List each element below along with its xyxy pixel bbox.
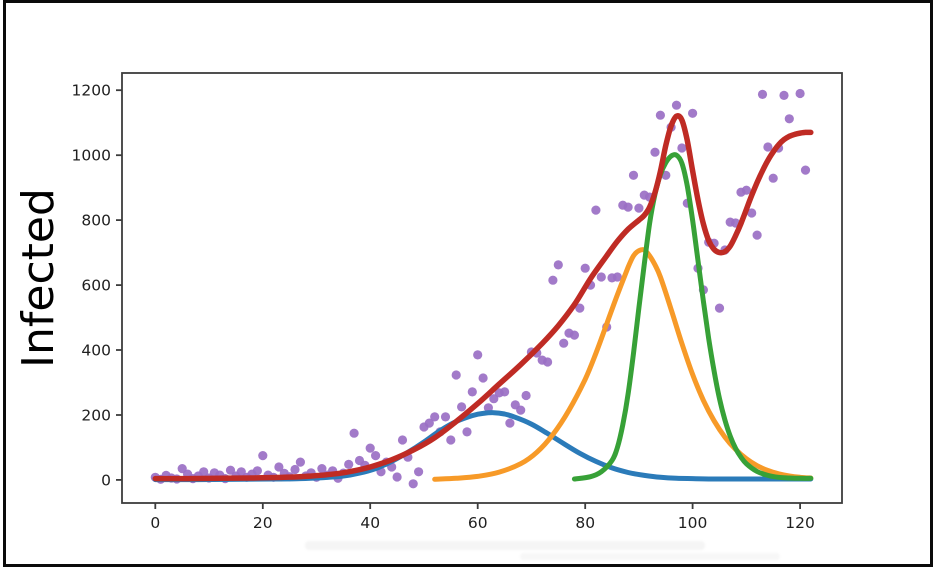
- y-tick-label: 1200: [72, 82, 111, 100]
- scatter-point: [795, 88, 805, 99]
- x-tick-label: 0: [150, 514, 160, 532]
- scatter-point: [500, 387, 510, 397]
- scatter-point: [290, 464, 300, 475]
- x-tick-label: 120: [785, 514, 815, 532]
- scatter-point: [430, 412, 440, 422]
- scatter-point: [553, 260, 563, 270]
- scatter-point: [414, 467, 424, 477]
- scatter-point: [483, 403, 493, 413]
- y-tick-label: 600: [81, 277, 111, 295]
- x-tick-label: 80: [575, 514, 595, 532]
- y-tick-label: 1000: [72, 147, 111, 165]
- scatter-point: [688, 108, 698, 118]
- x-tick-label: 40: [360, 514, 380, 532]
- scatter-point: [365, 443, 375, 453]
- y-tick-label: 400: [81, 342, 111, 360]
- y-tick-label: 800: [81, 212, 111, 230]
- scatter-point: [408, 479, 418, 489]
- scatter-point: [521, 390, 531, 401]
- scatter-point: [548, 275, 558, 285]
- scatter-point: [757, 89, 768, 99]
- scatter-point: [457, 402, 467, 412]
- scatter-point: [516, 405, 526, 415]
- scatter-point: [596, 272, 606, 282]
- scatter-point: [349, 428, 359, 438]
- series-wave-3-green: [571, 152, 814, 482]
- scatter-point: [768, 173, 778, 183]
- scatter-point: [344, 459, 354, 469]
- scatter-point: [569, 330, 580, 340]
- scatter-point: [440, 412, 451, 422]
- scatter-point: [677, 143, 687, 153]
- scatter-point: [274, 462, 284, 472]
- scatter-point: [505, 418, 515, 428]
- faded-caption-smudge-2: [520, 553, 780, 560]
- scatter-point: [371, 451, 381, 461]
- scatter-point: [634, 203, 644, 213]
- scatter-point: [467, 387, 477, 397]
- scatter-point: [671, 100, 682, 110]
- y-tick-label: 200: [81, 407, 111, 425]
- scatter-point: [424, 418, 434, 428]
- series-total-fit-red: [152, 113, 814, 482]
- y-axis-label: Infected: [13, 188, 64, 368]
- scatter-point: [225, 465, 236, 475]
- scatter-point: [779, 90, 789, 100]
- series-wave-2-orange: [432, 247, 814, 482]
- scatter-point: [446, 435, 456, 445]
- scatter-point: [462, 427, 472, 437]
- scatter-point: [543, 357, 553, 367]
- scatter-point: [591, 205, 601, 215]
- scatter-point: [612, 272, 623, 282]
- scatter-point: [451, 370, 461, 380]
- scatter-point: [295, 457, 305, 467]
- scatter-point: [623, 202, 633, 212]
- scatter-point: [580, 263, 590, 273]
- scatter-point: [747, 208, 757, 218]
- scatter-point: [199, 467, 209, 477]
- scatter-point: [392, 472, 402, 482]
- scatter-point: [763, 142, 773, 152]
- scatter-point: [397, 435, 408, 445]
- scatter-point: [258, 451, 268, 461]
- y-tick-label: 0: [101, 471, 111, 489]
- scatter-point: [628, 170, 639, 180]
- x-tick-label: 20: [253, 514, 273, 532]
- scatter-point: [784, 114, 794, 124]
- scatter-point: [650, 147, 660, 157]
- scatter-point: [655, 110, 666, 120]
- scatter-point: [489, 394, 499, 404]
- series-wave-1-blue: [152, 410, 814, 483]
- faded-caption-smudge: [305, 541, 705, 550]
- scatter-point: [252, 466, 262, 476]
- scatter-point: [473, 350, 483, 360]
- scatter-point: [478, 373, 488, 383]
- scatter-point: [714, 303, 725, 313]
- scatter-point: [559, 338, 569, 348]
- x-tick-label: 60: [468, 514, 488, 532]
- scatter-point: [317, 464, 327, 474]
- scatter-point: [752, 230, 762, 240]
- x-tick-label: 100: [678, 514, 708, 532]
- scatter-point: [741, 185, 752, 195]
- scatter-layer: [150, 88, 811, 489]
- plot-spines: [121, 72, 843, 504]
- scatter-point: [800, 165, 811, 175]
- scatter-point: [575, 303, 585, 313]
